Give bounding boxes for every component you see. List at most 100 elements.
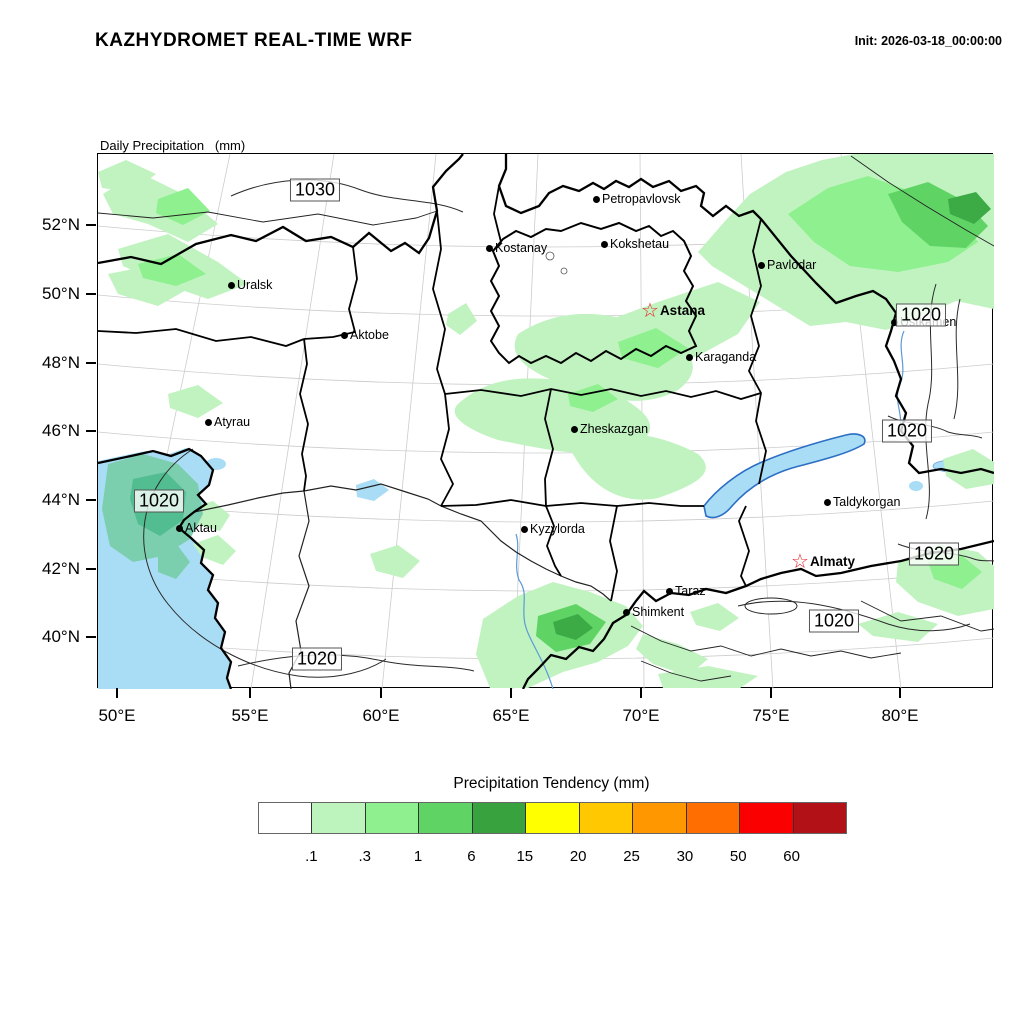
city-dot-icon (623, 608, 630, 616)
legend-swatch (793, 803, 846, 833)
foreign-borders (98, 155, 994, 689)
legend-tick-label: 50 (729, 848, 747, 865)
precip-variable-label: Daily Precipitation (mm) (100, 138, 246, 153)
lon-tick-label: 65°E (492, 706, 530, 725)
city-marker: Atyrau (205, 415, 250, 429)
city-label: Kostanay (495, 241, 548, 255)
lon-tick-mark (899, 688, 901, 698)
city-dot-icon (758, 261, 765, 269)
city-label: Zheskazgan (580, 422, 649, 436)
legend-swatch (419, 803, 473, 833)
city-marker: Aktobe (341, 328, 389, 342)
lat-tick-mark (86, 499, 96, 501)
city-dot-icon (824, 498, 831, 506)
lake-balkhash (703, 433, 866, 519)
city-marker: Pavlodar (758, 258, 816, 272)
lon-tick-mark (380, 688, 382, 698)
city-label: Uralsk (237, 278, 273, 292)
map-art (98, 154, 994, 689)
city-label: Astana (659, 303, 705, 318)
pressure-contour-label: 1020 (908, 542, 960, 566)
city-marker: Taldykorgan (824, 495, 900, 509)
city-dot-icon (686, 353, 693, 361)
legend-tick-label: 30 (676, 848, 694, 865)
lat-tick-label: 42°N (42, 559, 80, 578)
legend-tick-label: 25 (623, 848, 640, 865)
map-frame: Petropavlovsk Kostanay Kokshetau Pavlodar Ur… (97, 153, 994, 689)
city-marker: Kostanay (486, 241, 547, 255)
lon-tick-label: 70°E (622, 706, 660, 725)
lat-tick-label: 46°N (42, 421, 80, 440)
city-dot-icon (521, 525, 528, 533)
lat-tick-mark (86, 224, 96, 226)
legend-tick-label: 6 (467, 848, 476, 865)
oblast-borders (98, 185, 767, 602)
legend-tick-label: .3 (358, 848, 371, 865)
pressure-contour-label: 1030 (289, 178, 341, 202)
city-dot-icon (666, 587, 673, 595)
lat-tick-mark (86, 362, 96, 364)
lon-tick-mark (770, 688, 772, 698)
city-marker: Shimkent (623, 605, 684, 619)
page-title: KAZHYDROMET REAL-TIME WRF (95, 30, 413, 51)
city-label: Taldykorgan (833, 495, 901, 509)
city-label: Shimkent (632, 605, 685, 619)
city-label: Aktobe (350, 328, 389, 342)
lon-tick-label: 80°E (881, 706, 919, 725)
legend-tick-label: 20 (569, 848, 587, 865)
city-marker: Kokshetau (601, 237, 669, 251)
lon-tick-label: 60°E (362, 706, 400, 725)
lat-tick-label: 50°N (42, 284, 80, 303)
legend-swatch (312, 803, 366, 833)
lat-tick-mark (86, 293, 96, 295)
lon-tick-mark (640, 688, 642, 698)
legend-swatch (740, 803, 794, 833)
lon-tick-label: 50°E (98, 706, 136, 725)
legend-tick-label: 60 (783, 848, 800, 865)
city-label: Aktau (185, 521, 217, 535)
init-timestamp: Init: 2026-03-18_00:00:00 (854, 34, 1002, 48)
city-label: Taraz (675, 584, 706, 598)
legend-swatch (365, 803, 420, 833)
city-label: Petropavlovsk (602, 192, 681, 206)
lat-tick-label: 52°N (42, 215, 80, 234)
lon-tick-label: 75°E (752, 706, 790, 725)
city-label: Kyzylorda (530, 522, 585, 536)
capital-star-icon: ☆ (641, 299, 659, 322)
city-dot-icon (205, 418, 212, 426)
map-overlay: Petropavlovsk Kostanay Kokshetau Pavlodar Ur… (98, 154, 992, 687)
capital-city-marker: ☆ Almaty (791, 550, 855, 573)
pressure-contour-label: 1020 (895, 303, 947, 327)
lat-tick-label: 44°N (42, 490, 80, 509)
city-dot-icon (341, 331, 348, 339)
city-marker: Kyzylorda (521, 522, 585, 536)
lake-alakol (909, 481, 923, 491)
city-dot-icon (486, 244, 493, 252)
legend-swatch (259, 803, 313, 833)
pressure-contour-label: 1020 (291, 647, 343, 671)
lon-tick-mark (249, 688, 251, 698)
city-dot-icon (176, 524, 183, 532)
city-dot-icon (593, 195, 600, 203)
pressure-contour-label: 1020 (808, 609, 860, 633)
capital-star-icon: ☆ (791, 550, 809, 573)
legend-tick-label: .1 (305, 848, 318, 865)
legend-title: Precipitation Tendency (mm) (453, 775, 650, 792)
lat-tick-label: 48°N (42, 353, 80, 372)
legend-colorbar (258, 802, 847, 834)
lon-tick-mark (510, 688, 512, 698)
city-label: Kokshetau (610, 237, 670, 251)
lat-tick-mark (86, 636, 96, 638)
city-label: Almaty (809, 554, 855, 569)
pressure-contour-label: 1020 (133, 489, 185, 513)
city-marker: Uralsk (228, 278, 272, 292)
pressure-contour-label: 1020 (881, 419, 933, 443)
lon-tick-label: 55°E (231, 706, 269, 725)
lat-tick-mark (86, 568, 96, 570)
city-dot-icon (228, 281, 235, 289)
city-dot-icon (601, 240, 608, 248)
city-dot-icon (571, 425, 578, 433)
legend-tick-label: 15 (516, 848, 534, 865)
city-marker: Taraz (666, 584, 706, 598)
